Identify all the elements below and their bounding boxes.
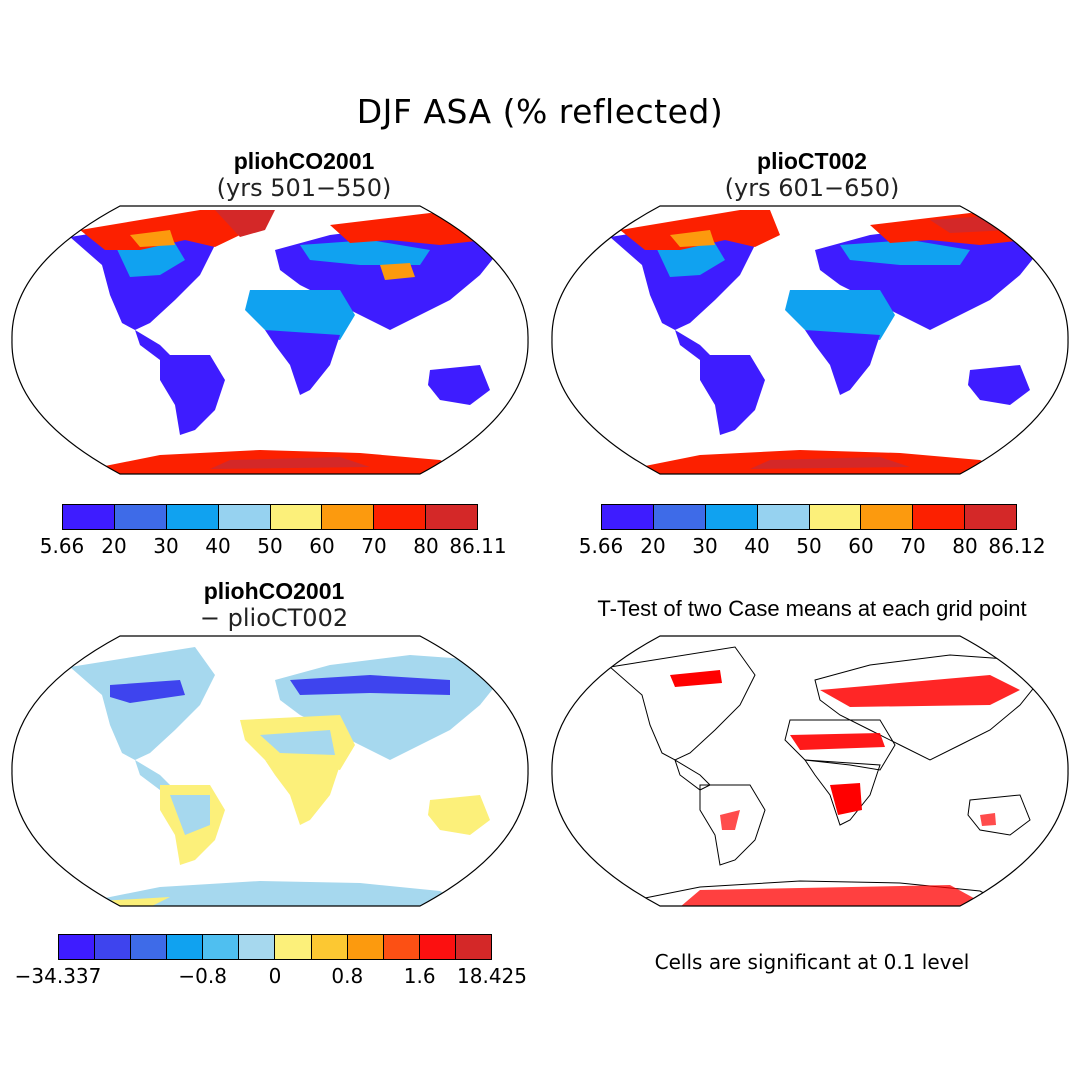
panel-subtitle-top-left: (yrs 501−550) [216,174,392,202]
colorbar-tick-label: 86.11 [449,534,507,558]
colorbar-bottom-left [58,934,492,960]
colorbar-swatch [166,505,219,529]
colorbar-swatch [322,505,375,529]
colorbar-swatch [913,505,966,529]
colorbar-swatch [167,935,204,959]
colorbar-tick-label: 80 [952,534,978,558]
colorbar-swatch [59,935,96,959]
colorbar-tick-label: 86.12 [988,534,1046,558]
map-border-top-left [11,205,529,475]
colorbar-swatch [63,505,115,529]
colorbar-tick-label: 20 [640,534,666,558]
panel-title-top-left: pliohCO2001 [233,148,375,174]
colorbar-tick-label: 80 [413,534,439,558]
colorbar-swatch [114,505,167,529]
colorbar-tick-label: 40 [205,534,231,558]
colorbar-tick-label: 60 [309,534,335,558]
colorbar-swatch [757,505,810,529]
colorbar-tick-label: 18.425 [457,964,527,988]
colorbar-swatch [653,505,706,529]
colorbar-tick-label: 40 [744,534,770,558]
map-border-bottom-left [11,635,529,907]
colorbar-swatch [809,505,862,529]
colorbar-swatch [419,935,456,959]
map-bottom-left [11,635,529,907]
colorbar-swatch [131,935,168,959]
colorbar-tick-label: 1.6 [403,964,436,988]
panel-subtitle-bottom-left: − plioCT002 [199,604,349,632]
map-top-left [11,205,529,475]
map-border-bottom-right [551,635,1069,907]
colorbar-tick-label: 5.66 [578,534,624,558]
map-bottom-right [551,635,1069,907]
colorbar-tick-label: 50 [257,534,283,558]
map-top-right [551,205,1069,475]
colorbar-tick-label: −34.337 [14,964,102,988]
colorbar-top-right [601,504,1017,530]
colorbar-swatch [602,505,654,529]
map-border-top-right [551,205,1069,475]
panel-title-top-right: plioCT002 [757,148,867,174]
colorbar-swatch [347,935,384,959]
colorbar-tick-label: 0 [268,964,282,988]
colorbar-swatch [95,935,132,959]
colorbar-swatch [426,505,477,529]
significance-cells [670,670,1020,906]
map-land-bottom-left [70,647,500,906]
colorbar-tick-label: 20 [101,534,127,558]
colorbar-swatch [374,505,427,529]
colorbar-top-left [62,504,478,530]
colorbar-swatch [218,505,271,529]
colorbar-swatch [203,935,240,959]
colorbar-swatch [455,935,491,959]
colorbar-tick-label: 30 [153,534,179,558]
colorbar-tick-label: 60 [848,534,874,558]
colorbar-tick-label: −0.8 [178,964,227,988]
colorbar-swatch [270,505,323,529]
colorbar-swatch [311,935,348,959]
colorbar-tick-label: 30 [692,534,718,558]
map-land-top-left [70,210,500,474]
colorbar-swatch [383,935,420,959]
significance-note: Cells are significant at 0.1 level [654,950,970,974]
colorbar-swatch [239,935,276,959]
panel-title-bottom-right: T-Test of two Case means at each grid po… [597,596,1027,621]
colorbar-tick-label: 50 [796,534,822,558]
figure-title: DJF ASA (% reflected) [356,92,724,131]
colorbar-swatch [275,935,312,959]
colorbar-tick-label: 70 [361,534,387,558]
panel-title-bottom-left: pliohCO2001 [203,578,345,604]
colorbar-tick-label: 0.8 [331,964,364,988]
colorbar-swatch [705,505,758,529]
map-land-bottom-right [608,646,1041,906]
colorbar-swatch [861,505,914,529]
map-land-top-right [610,210,1040,474]
colorbar-tick-label: 70 [900,534,926,558]
panel-subtitle-top-right: (yrs 601−650) [724,174,900,202]
colorbar-tick-label: 5.66 [39,534,85,558]
colorbar-swatch [965,505,1016,529]
